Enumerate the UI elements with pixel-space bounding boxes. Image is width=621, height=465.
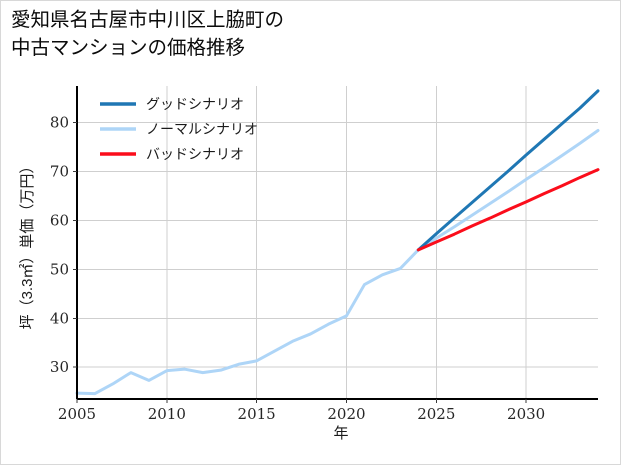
axis-spines xyxy=(75,86,598,401)
x-tick-label: 2010 xyxy=(148,405,186,423)
y-tick-label: 80 xyxy=(50,114,69,132)
y-tick-label: 50 xyxy=(50,260,69,278)
x-tick-labels: 2005 2010 2015 2020 2025 2030 xyxy=(58,399,545,423)
x-tick-label: 2030 xyxy=(507,405,545,423)
y-axis-title: 坪（3.3㎡）単価（万円） xyxy=(19,159,36,330)
y-tick-label: 40 xyxy=(50,309,69,327)
series-line-good xyxy=(416,89,600,252)
x-axis-title: 年 xyxy=(333,425,348,442)
y-tick-label: 70 xyxy=(50,163,69,181)
series-line-bad xyxy=(416,168,600,252)
gridlines xyxy=(77,122,598,368)
y-tick-label: 30 xyxy=(50,358,69,376)
legend-label: バッドシナリオ xyxy=(146,146,244,162)
x-tick-label: 2025 xyxy=(417,405,455,423)
x-tick-label: 2020 xyxy=(327,405,365,423)
x-gridlines xyxy=(76,86,527,399)
series-line-normal xyxy=(75,129,600,396)
chart-title: 愛知県名古屋市中川区上脇町の 中古マンションの価格推移 xyxy=(11,9,285,59)
x-tick-label: 2005 xyxy=(58,405,96,423)
x-tick-label: 2015 xyxy=(238,405,276,423)
legend-label: グッドシナリオ xyxy=(146,96,244,112)
legend-label: ノーマルシナリオ xyxy=(146,121,258,137)
series-group xyxy=(75,89,600,396)
y-tick-labels: 30 40 50 60 70 80 xyxy=(50,114,77,376)
y-tick-label: 60 xyxy=(50,211,69,229)
